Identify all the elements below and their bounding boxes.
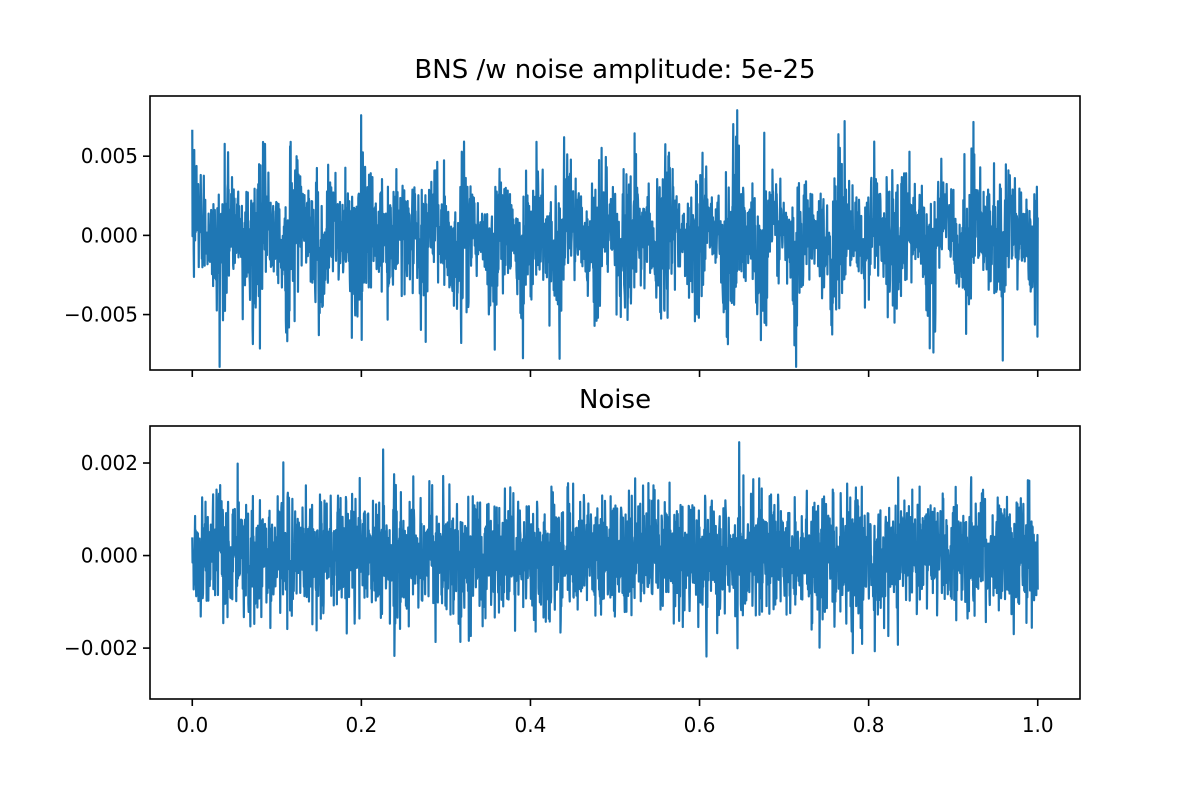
- series-line-signal: [191, 109, 1039, 368]
- axes-frame-noise: [149, 425, 1081, 700]
- subplot-title-noise: Noise: [579, 385, 651, 415]
- y-tick-label-signal: 0.000: [81, 223, 138, 247]
- x-tick-label-noise: 0.4: [515, 713, 547, 737]
- x-tick-label-noise: 0.0: [176, 713, 208, 737]
- subplot-noise: Noise 0.0 0.2 0.4 0.6 0.8 1.0 −0.002 0.000 0.002: [64, 385, 1081, 737]
- series-noise: [191, 441, 1039, 658]
- y-tick-label-noise: 0.002: [81, 451, 138, 475]
- x-tick-label-noise: 1.0: [1022, 713, 1054, 737]
- y-tick-label-signal: −0.005: [64, 303, 138, 327]
- y-tick-label-noise: 0.000: [81, 544, 138, 568]
- ticks-noise: 0.0 0.2 0.4 0.6 0.8 1.0 −0.002 0.000 0.002: [64, 451, 1054, 737]
- x-tick-label-noise: 0.8: [853, 713, 885, 737]
- ticks-signal: −0.005 0.000 0.005: [64, 144, 1039, 377]
- series-signal: [191, 109, 1039, 368]
- axes-frame-signal: [149, 95, 1081, 371]
- y-tick-label-signal: 0.005: [81, 144, 138, 168]
- y-tick-label-noise: −0.002: [64, 636, 138, 660]
- series-line-noise: [191, 441, 1039, 658]
- subplot-signal: BNS /w noise amplitude: 5e-25 −0.005 0.00…: [64, 55, 1081, 377]
- x-tick-label-noise: 0.2: [345, 713, 377, 737]
- x-tick-label-noise: 0.6: [684, 713, 716, 737]
- subplot-title-signal: BNS /w noise amplitude: 5e-25: [414, 55, 815, 85]
